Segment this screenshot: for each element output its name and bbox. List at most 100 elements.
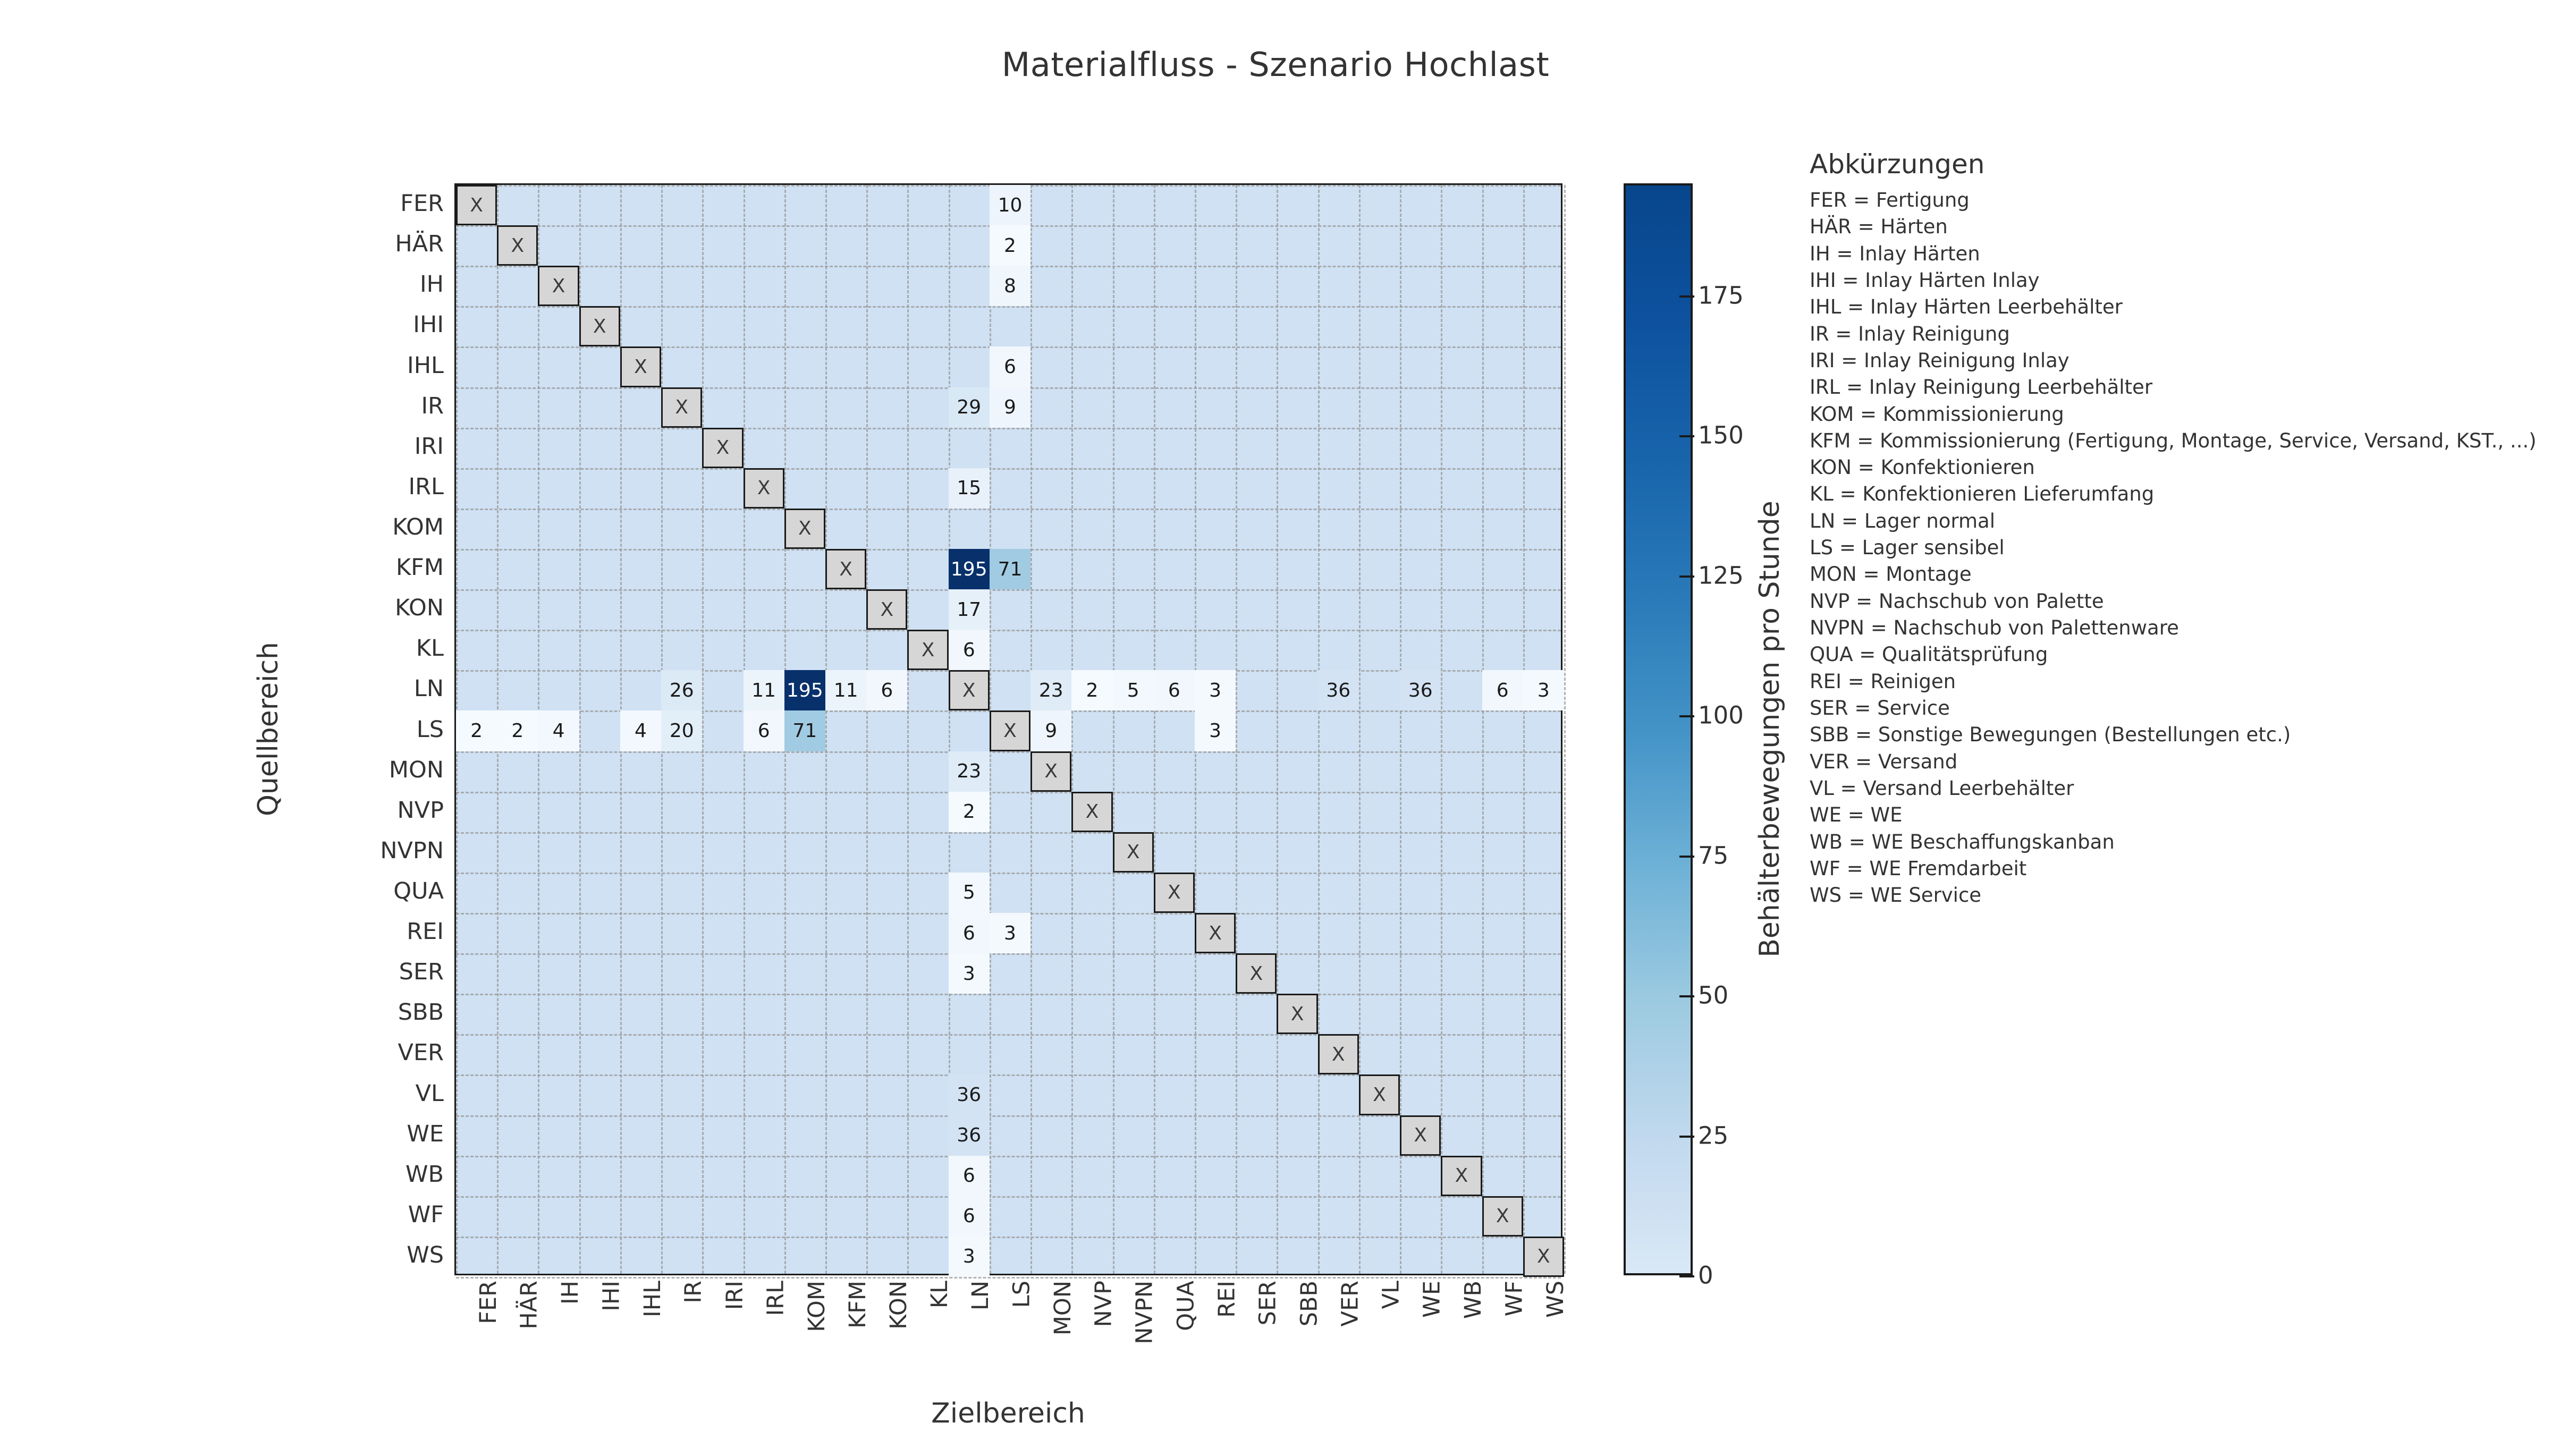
abbreviation-item: QUA = Qualitätsprüfung xyxy=(1810,643,2048,666)
heatmap-cell-diagonal: X xyxy=(538,266,579,307)
x-tick-SBB: SBB xyxy=(1296,1281,1323,1327)
heatmap-cell-diagonal: X xyxy=(825,549,867,590)
grid-line-vertical xyxy=(579,185,581,1274)
abbreviation-item: IHI = Inlay Härten Inlay xyxy=(1810,268,2040,292)
heatmap-cell-diagonal: X xyxy=(456,185,497,226)
y-tick-REI: REI xyxy=(407,918,444,945)
x-tick-IR: IR xyxy=(680,1281,707,1303)
heatmap-plot[interactable]: X 10 X 2 X 8 X X 6 X 29 9 X X 15 X X 195 71 X 17 X 6 26 11 195 11 6… xyxy=(454,183,1566,1279)
colorbar-tick-75: 75 xyxy=(1698,841,1729,870)
heatmap-cell: 6 xyxy=(1482,670,1523,711)
abbreviation-item: KON = Konfektionieren xyxy=(1810,456,2035,479)
x-tick-HÄR: HÄR xyxy=(516,1281,543,1330)
abbreviation-item: KFM = Kommissionierung (Fertigung, Monta… xyxy=(1810,429,2537,452)
abbreviation-item: LS = Lager sensibel xyxy=(1810,536,2005,560)
grid-line-horizontal xyxy=(456,832,1561,834)
y-tick-WF: WF xyxy=(408,1201,444,1228)
heatmap-cell: 3 xyxy=(1195,710,1236,751)
x-tick-VL: VL xyxy=(1378,1281,1405,1309)
heatmap-cell-diagonal: X xyxy=(907,630,949,671)
heatmap-cell: 2 xyxy=(456,710,497,751)
heatmap-cell: 26 xyxy=(661,670,703,711)
heatmap-cell: 195 xyxy=(948,549,990,590)
abbreviation-item: VER = Versand xyxy=(1810,750,1958,773)
heatmap-cell: 36 xyxy=(948,1074,990,1115)
abbreviation-item: HÄR = Härten xyxy=(1810,215,1948,239)
abbreviation-item: KL = Konfektionieren Lieferumfang xyxy=(1810,482,2155,506)
grid-line-horizontal xyxy=(456,953,1561,955)
x-tick-IH: IH xyxy=(557,1281,584,1305)
heatmap-cell: 11 xyxy=(743,670,784,711)
heatmap-cell: 6 xyxy=(866,670,908,711)
x-tick-IRI: IRI xyxy=(721,1281,748,1310)
heatmap-cell-diagonal: X xyxy=(866,589,908,630)
heatmap-cell: 3 xyxy=(1195,670,1236,711)
colorbar-tick-mark xyxy=(1679,995,1694,998)
heatmap-cell: 3 xyxy=(989,913,1031,954)
heatmap-cell: 6 xyxy=(1153,670,1195,711)
grid-line-vertical xyxy=(1358,185,1361,1274)
y-tick-MON: MON xyxy=(388,756,444,783)
heatmap-cell: 9 xyxy=(1030,710,1072,751)
heatmap-cell: 195 xyxy=(784,670,825,711)
heatmap-cell: 3 xyxy=(948,953,990,994)
colorbar-tick-mark xyxy=(1679,295,1694,298)
heatmap-cell-diagonal: X xyxy=(620,346,662,387)
y-tick-WB: WB xyxy=(405,1161,444,1188)
heatmap-cell-diagonal: X xyxy=(497,225,538,266)
abbreviation-item: FER = Fertigung xyxy=(1810,189,1970,211)
heatmap-cell: 6 xyxy=(948,913,990,954)
x-tick-FER: FER xyxy=(475,1281,502,1324)
abbreviation-item: IH = Inlay Härten xyxy=(1810,242,1980,265)
abbreviation-item: WE = WE xyxy=(1810,803,1903,827)
x-tick-MON: MON xyxy=(1049,1281,1076,1336)
x-tick-labels: FER HÄR IH IHI IHL IR IRI IRL KOM KFM KON KL LN LS MON… xyxy=(454,1281,1569,1456)
colorbar-tick-175: 175 xyxy=(1698,281,1744,310)
x-tick-IRL: IRL xyxy=(762,1281,789,1316)
y-tick-IRL: IRL xyxy=(408,473,444,500)
y-tick-IR: IR xyxy=(421,392,444,419)
heatmap-cell-diagonal: X xyxy=(1071,791,1113,832)
heatmap-cell-diagonal: X xyxy=(702,427,744,468)
grid-line-horizontal xyxy=(456,1115,1561,1117)
abbreviation-item: NVPN = Nachschub von Palettenware xyxy=(1810,616,2179,639)
x-tick-SER: SER xyxy=(1254,1281,1281,1326)
grid-line-horizontal xyxy=(456,508,1561,510)
grid-line-horizontal xyxy=(456,468,1561,470)
y-tick-SER: SER xyxy=(399,959,444,986)
heatmap-cell: 2 xyxy=(948,791,990,832)
abbreviation-item: MON = Montage xyxy=(1810,563,1972,586)
colorbar-tick-50: 50 xyxy=(1698,981,1729,1010)
y-tick-QUA: QUA xyxy=(393,877,444,904)
y-tick-LS: LS xyxy=(416,716,444,743)
colorbar-tick-mark xyxy=(1679,435,1694,438)
abbreviations-heading: Abkürzungen xyxy=(1810,149,1985,180)
heatmap-cell-diagonal: X xyxy=(661,387,703,428)
grid-line-horizontal xyxy=(456,1155,1561,1157)
heatmap-cell: 36 xyxy=(1400,670,1441,711)
grid-line-vertical xyxy=(1112,185,1114,1274)
y-tick-HÄR: HÄR xyxy=(395,231,444,258)
grid-line-horizontal xyxy=(456,1236,1561,1238)
colorbar-tick-mark xyxy=(1679,1135,1694,1138)
y-tick-KFM: KFM xyxy=(395,554,444,581)
x-tick-KON: KON xyxy=(885,1281,912,1330)
grid-line-horizontal xyxy=(456,427,1561,429)
grid-line-horizontal xyxy=(456,630,1561,632)
abbreviations-list: FER = Fertigung HÄR = Härten IH = Inlay Hä… xyxy=(1810,187,2543,909)
heatmap-cell: 36 xyxy=(948,1115,990,1156)
heatmap-cell-diagonal: X xyxy=(1441,1155,1482,1196)
heatmap-cell: 6 xyxy=(948,630,990,671)
abbreviation-item: LN = Lager normal xyxy=(1810,509,1995,532)
heatmap-cell-diagonal: X xyxy=(989,710,1031,751)
heatmap-cell-diagonal: X xyxy=(1317,1034,1359,1075)
heatmap-cell: 2 xyxy=(989,225,1031,266)
grid-line-vertical xyxy=(907,185,909,1274)
x-axis-label: Zielbereich xyxy=(931,1398,1085,1429)
x-tick-KOM: KOM xyxy=(803,1281,830,1332)
heatmap-cell-diagonal: X xyxy=(1523,1236,1564,1277)
y-tick-KOM: KOM xyxy=(392,513,444,540)
y-tick-IRI: IRI xyxy=(414,433,444,460)
heatmap-cell: 2 xyxy=(497,710,538,751)
y-tick-IHL: IHL xyxy=(407,352,444,379)
